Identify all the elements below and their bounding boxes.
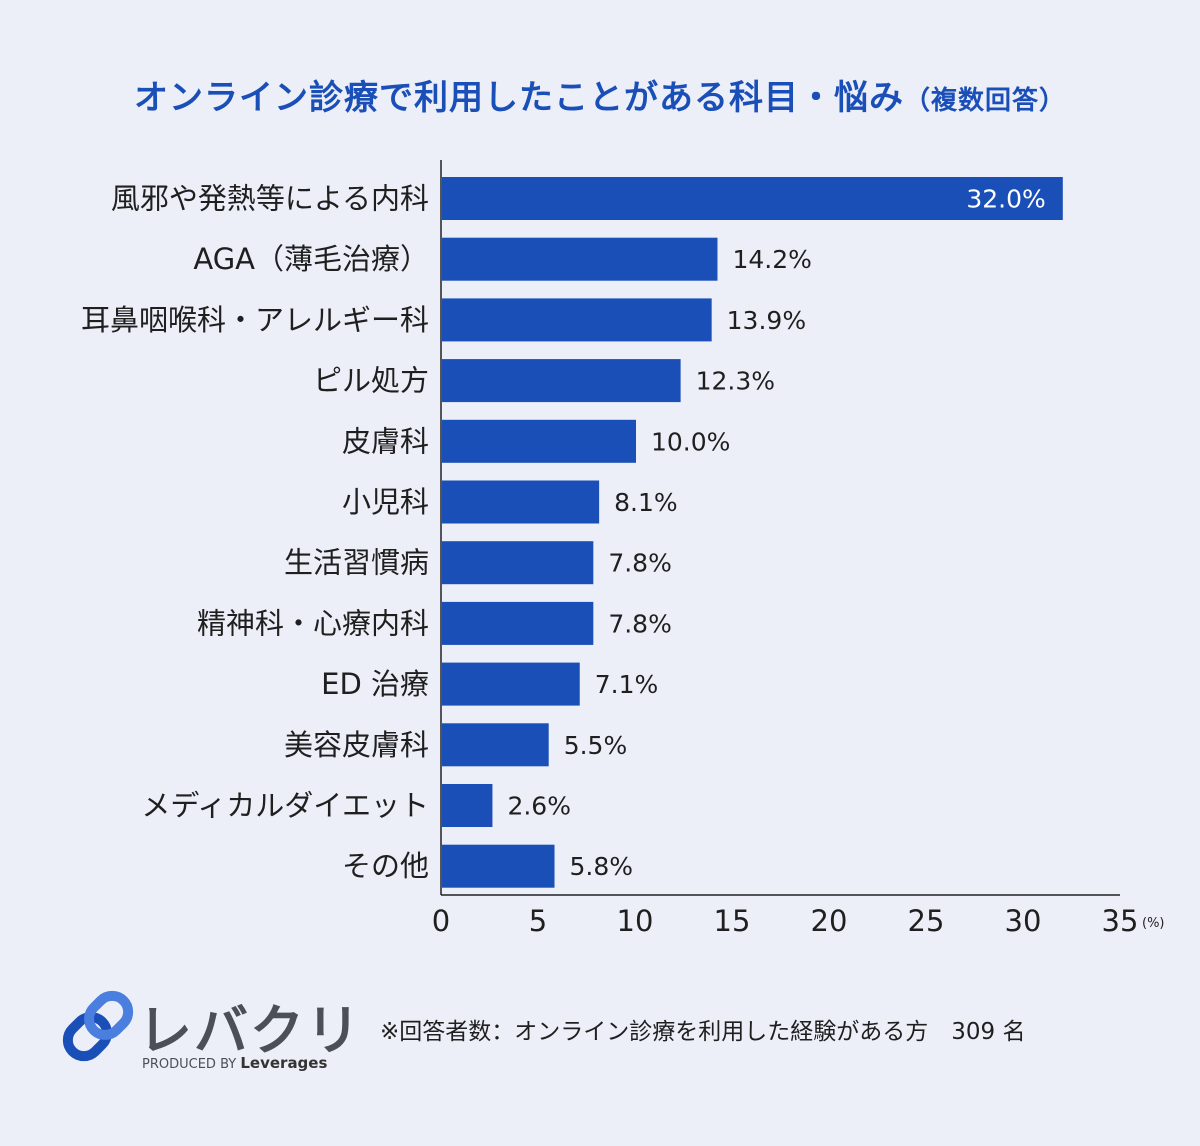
category-label-2: 耳鼻咽喉科・アレルギー科 [81, 303, 429, 337]
bar-8 [442, 662, 580, 706]
value-label-7: 7.8% [608, 609, 672, 638]
category-label-0: 風邪や発熱等による内科 [111, 182, 429, 216]
value-label-6: 7.8% [608, 549, 672, 578]
produced-by-brand: Leverages [240, 1054, 328, 1072]
category-label-10: メディカルダイエット [141, 789, 429, 823]
bar-1 [442, 237, 718, 281]
category-label-6: 生活習慣病 [284, 546, 429, 580]
x-tick-label-5: 25 [908, 904, 945, 938]
value-label-2: 13.9% [727, 306, 806, 335]
category-label-8: ED 治療 [321, 667, 429, 701]
bar-9 [442, 723, 549, 767]
value-label-3: 12.3% [696, 367, 775, 396]
brand-logo: レバクリ PRODUCED BY Leverages [58, 982, 360, 1082]
x-tick-label-2: 10 [617, 904, 654, 938]
bar-3 [442, 359, 681, 403]
category-label-3: ピル処方 [313, 364, 429, 398]
value-label-9: 5.5% [564, 731, 628, 760]
x-tick-label-3: 15 [714, 904, 751, 938]
x-tick-label-7: 35 [1102, 904, 1139, 938]
bar-chart: 風邪や発熱等による内科 32.0% AGA（薄毛治療） 14.2% 耳鼻咽喉科・アレルギ… [81, 160, 1165, 938]
bar-11 [442, 844, 555, 888]
value-label-0: 32.0% [966, 185, 1045, 214]
x-tick-label-0: 0 [432, 904, 450, 938]
category-label-5: 小児科 [342, 485, 429, 519]
bar-4 [442, 419, 636, 463]
bar-7 [442, 601, 594, 645]
bar-5 [442, 480, 600, 524]
bar-10 [442, 784, 493, 827]
respondent-note: ※回答者数：オンライン診療を利用した経験がある方 309 名 [380, 1019, 1026, 1045]
bar-6 [442, 541, 594, 585]
x-tick-label-1: 5 [529, 904, 547, 938]
title-main: オンライン診療で利用したことがある科目・悩み [133, 78, 904, 118]
value-label-10: 2.6% [507, 792, 571, 821]
chart-title: オンライン診療で利用したことがある科目・悩み（複数回答） [0, 70, 1200, 119]
category-label-9: 美容皮膚科 [284, 728, 429, 762]
logo-produced-by: PRODUCED BY Leverages [142, 1054, 327, 1072]
category-label-4: 皮膚科 [342, 424, 429, 458]
bar-2 [442, 298, 712, 342]
x-tick-label-6: 30 [1005, 904, 1042, 938]
value-label-11: 5.8% [570, 852, 634, 881]
value-label-8: 7.1% [595, 670, 659, 699]
category-label-11: その他 [342, 849, 429, 883]
category-label-7: 精神科・心療内科 [197, 606, 429, 640]
value-label-1: 14.2% [732, 245, 811, 274]
x-axis-unit: (%) [1142, 916, 1165, 931]
chain-link-icon [62, 990, 134, 1062]
logo-wordmark: レバクリ [138, 999, 362, 1062]
title-suffix: （複数回答） [903, 86, 1066, 116]
bar-0 [442, 177, 1063, 220]
category-label-1: AGA（薄毛治療） [193, 242, 429, 276]
value-label-4: 10.0% [651, 427, 730, 456]
value-label-5: 8.1% [614, 488, 678, 517]
x-tick-label-4: 20 [811, 904, 848, 938]
produced-by-label: PRODUCED BY [142, 1057, 237, 1072]
